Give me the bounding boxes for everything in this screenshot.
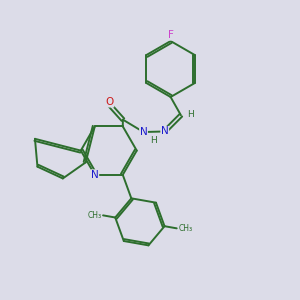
Text: H: H <box>151 136 157 145</box>
Text: H: H <box>188 110 194 119</box>
Text: N: N <box>91 170 99 180</box>
Text: O: O <box>106 97 114 107</box>
Text: N: N <box>161 126 169 136</box>
Text: N: N <box>140 127 147 137</box>
Text: CH₃: CH₃ <box>88 211 102 220</box>
Text: F: F <box>168 30 173 40</box>
Text: CH₃: CH₃ <box>178 224 192 233</box>
